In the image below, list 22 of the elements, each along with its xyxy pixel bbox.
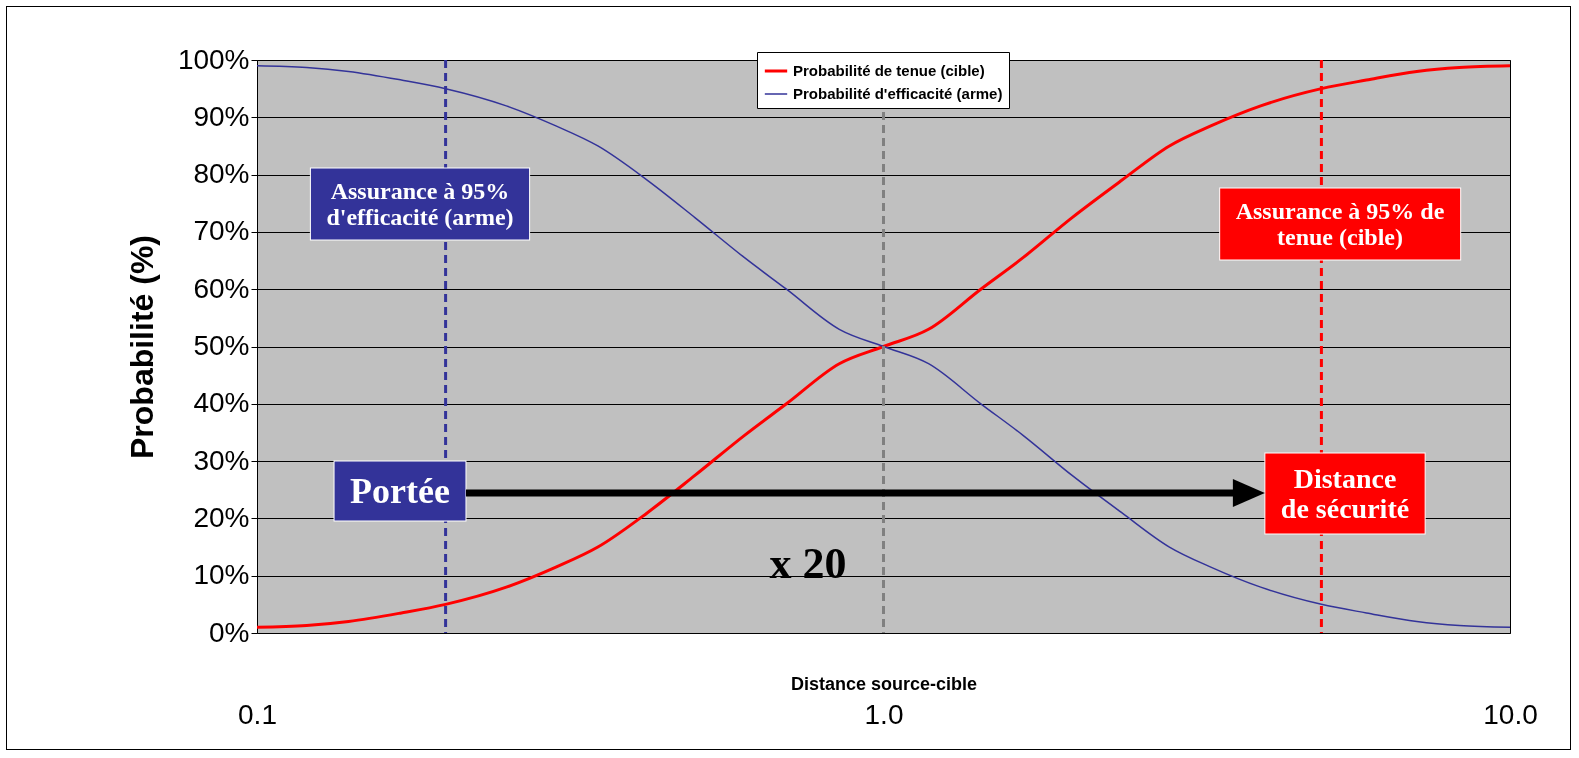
x-tick-label: 0.1 (238, 698, 277, 730)
y-tick-label: 10% (193, 559, 250, 591)
y-tick-label: 50% (193, 330, 250, 361)
y-tick-label: 20% (193, 501, 250, 533)
y-tick-label: 40% (193, 387, 250, 419)
y-tick-label: 60% (193, 272, 250, 304)
y-tick-label: 90% (193, 100, 250, 132)
legend-label: Probabilité d'efficacité (arme) (793, 85, 1003, 102)
y-tick-label: 0% (209, 616, 250, 648)
y-tick-label: 30% (193, 444, 250, 476)
legend-label: Probabilité de tenue (cible) (793, 62, 985, 79)
y-tick-label: 80% (193, 158, 250, 190)
annotation: Assurance à 95% de tenue (cible) (1235, 198, 1445, 250)
annotation: Distance de sécurité (1280, 463, 1410, 524)
y-axis-title: Probabilité (%) (123, 234, 160, 460)
x-axis-title: Distance source-cible (790, 673, 978, 694)
annotation: Assurance à 95% d'efficacité (arme) (326, 178, 514, 230)
x-tick-label: 1.0 (864, 698, 904, 730)
y-tick-label: 100% (177, 43, 250, 75)
annotation: Portée (350, 471, 450, 511)
x-tick-label: 10.0 (1483, 698, 1538, 730)
y-tick-label: 70% (193, 215, 250, 247)
